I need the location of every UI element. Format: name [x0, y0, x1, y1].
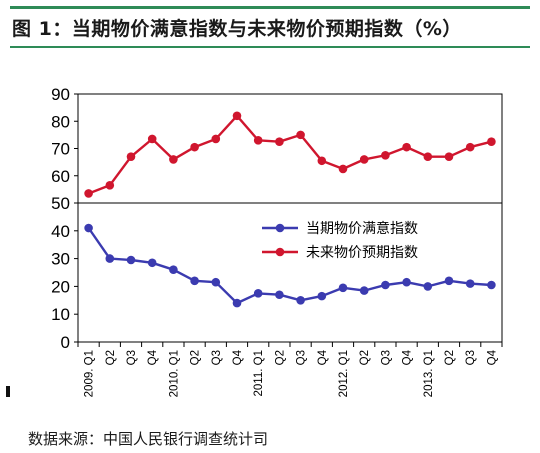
- chart-title: 图 1：当期物价满意指数与未来物价预期指数（%）: [12, 18, 462, 40]
- x-tick-label: Q4: [486, 349, 498, 365]
- y-tick-label: 20: [51, 277, 70, 296]
- data-source-note: 数据来源：中国人民银行调查统计司: [28, 430, 269, 448]
- legend-swatch-marker: [275, 223, 285, 233]
- y-tick-label: 40: [51, 222, 70, 241]
- data-point: [423, 152, 433, 161]
- data-point: [147, 258, 157, 268]
- x-tick-label: Q3: [465, 350, 477, 365]
- data-point: [253, 136, 263, 145]
- x-tick-label: Q2: [190, 350, 202, 365]
- data-point: [126, 152, 136, 161]
- series-lines: [87, 114, 492, 305]
- y-tick-label: 30: [51, 250, 70, 269]
- header-top-rule: [10, 6, 530, 9]
- data-point: [423, 282, 433, 291]
- y-tick-label: 50: [51, 194, 70, 213]
- x-tick-label: 2011. Q1: [253, 350, 265, 396]
- x-tick-label: Q4: [232, 349, 244, 365]
- legend-swatch-marker: [275, 247, 285, 257]
- data-point: [465, 279, 475, 288]
- x-tick-label: Q2: [359, 350, 371, 365]
- x-tick-label: Q2: [444, 350, 456, 365]
- x-tick-label: Q4: [402, 349, 414, 365]
- data-point: [359, 286, 369, 295]
- data-point: [487, 137, 496, 146]
- stray-mark: [6, 386, 10, 397]
- y-tick-label: 90: [51, 85, 70, 104]
- x-tick-label: Q2: [105, 350, 117, 365]
- data-point: [169, 265, 178, 275]
- data-point: [317, 156, 327, 166]
- data-point: [211, 134, 221, 144]
- x-tick-label: Q3: [126, 350, 138, 365]
- x-tick-label: Q3: [211, 350, 223, 365]
- data-point: [84, 223, 93, 233]
- data-point: [338, 164, 348, 174]
- series-points: [84, 111, 496, 308]
- data-point: [232, 298, 242, 308]
- data-point: [338, 283, 348, 293]
- header-bottom-rule: [10, 46, 530, 48]
- data-point: [190, 276, 199, 286]
- data-point: [317, 291, 327, 301]
- x-tick-label: 2009. Q1: [84, 350, 96, 397]
- data-point: [296, 130, 305, 140]
- chart-axes: [74, 93, 503, 347]
- data-point: [275, 290, 284, 300]
- data-point: [444, 152, 454, 161]
- x-tick-label: 2010. Q1: [168, 350, 180, 397]
- data-point: [296, 296, 305, 305]
- y-tick-label: 60: [51, 167, 70, 186]
- y-tick-label: 10: [51, 305, 70, 324]
- data-point: [232, 111, 242, 121]
- data-point: [190, 142, 199, 152]
- y-tick-label: 0: [61, 333, 70, 352]
- x-tick-label: Q4: [147, 349, 159, 365]
- x-tick-label: Q2: [274, 350, 286, 365]
- x-tick-label: 2012. Q1: [338, 350, 350, 397]
- data-point: [275, 137, 284, 146]
- data-point: [84, 189, 93, 198]
- x-tick-labels: 2009. Q1 Q2 Q3 Q4 2010. Q1 Q2 Q3 Q4 2011. Q1 Q2 Q3…: [84, 349, 499, 397]
- data-point: [126, 255, 136, 265]
- data-point: [211, 277, 221, 287]
- data-point: [381, 280, 390, 290]
- plot-frame: [77, 93, 503, 343]
- data-point: [169, 155, 178, 164]
- legend-label: 当期物价满意指数: [306, 220, 418, 237]
- data-point: [147, 134, 157, 144]
- data-point: [381, 151, 390, 160]
- x-tick-label: Q3: [380, 350, 392, 365]
- data-point: [359, 155, 369, 164]
- data-point: [487, 280, 496, 290]
- data-point: [444, 276, 454, 286]
- data-point: [105, 180, 115, 190]
- x-tick-label: 2013. Q1: [423, 350, 435, 397]
- y-tick-label: 70: [51, 140, 70, 159]
- data-point: [253, 289, 263, 298]
- x-tick-label: Q4: [317, 349, 329, 365]
- y-tick-labels: 60 70 80 90 0 10 20 30 40 50: [51, 85, 70, 352]
- data-point: [402, 142, 411, 152]
- data-point: [402, 277, 411, 287]
- legend-label: 未来物价预期指数: [306, 245, 418, 261]
- y-tick-label: 80: [51, 112, 70, 131]
- data-point: [105, 254, 115, 263]
- x-tick-label: Q3: [296, 350, 308, 365]
- data-point: [465, 142, 475, 152]
